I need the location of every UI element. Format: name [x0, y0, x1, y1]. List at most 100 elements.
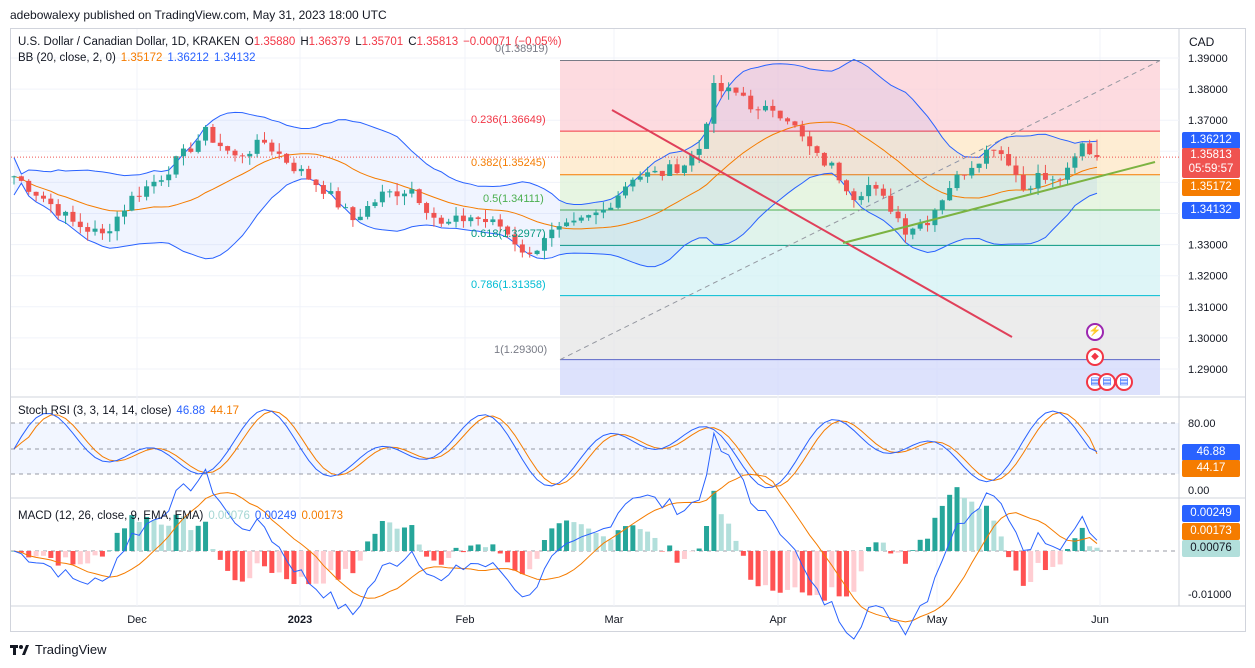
- macd-hist-bar: [158, 524, 164, 551]
- time-tick-label: Feb: [456, 614, 475, 626]
- stoch-band-fill: [11, 423, 1179, 474]
- candle-body: [1028, 188, 1034, 190]
- candle-body: [762, 105, 768, 111]
- bb-label: BB (20, close, 2, 0): [18, 52, 116, 64]
- macd-hist-bar: [460, 551, 466, 553]
- time-tick-label: Dec: [127, 614, 147, 626]
- macd-hist-bar: [239, 551, 245, 582]
- macd-hist-bar: [107, 550, 113, 552]
- macd-hist-bar: [667, 545, 673, 551]
- candle-body: [298, 168, 304, 172]
- canada-flag-icon[interactable]: ◆: [1086, 348, 1104, 366]
- candle-body: [527, 252, 533, 255]
- candle-body: [969, 167, 975, 176]
- macd-hist-bar: [188, 530, 194, 551]
- macd-signal-line: [13, 473, 1098, 623]
- price-tick-label: 1.29000: [1188, 364, 1228, 376]
- macd-hist-bar: [902, 551, 908, 564]
- macd-hist-bar: [586, 528, 592, 551]
- macd-hist-bar: [77, 551, 83, 565]
- macd-hist-bar: [593, 532, 599, 551]
- candle-body: [821, 152, 827, 166]
- candle-body: [600, 209, 606, 213]
- macd-hist-bar: [917, 539, 923, 551]
- macd-hist-bar: [254, 551, 260, 564]
- candle-body: [328, 191, 334, 194]
- macd-hist-bar: [497, 551, 503, 554]
- macd-hist-bar: [55, 551, 61, 566]
- macd-hist-bar: [983, 505, 989, 551]
- macd-hist-bar: [726, 523, 732, 551]
- candle-body: [1020, 174, 1026, 190]
- last-price: 1.35813: [1190, 149, 1232, 161]
- candle-body: [48, 198, 54, 205]
- macd-hist-bar: [306, 551, 312, 585]
- macd-hist-bar: [652, 537, 658, 551]
- macd-hist-bar: [438, 551, 444, 565]
- candle-body: [475, 217, 481, 219]
- macd-hist-bar: [615, 530, 621, 551]
- macd-hist-bar: [844, 551, 850, 597]
- candle-body: [483, 218, 489, 223]
- time-tick-label: Mar: [605, 614, 624, 626]
- low-value: 1.35701: [361, 36, 404, 48]
- candle-body: [1087, 143, 1093, 155]
- macd-hist-bar: [203, 521, 209, 551]
- bar-countdown: 05:59:57: [1188, 163, 1234, 175]
- candle-body: [99, 228, 105, 234]
- candle-body: [645, 172, 651, 177]
- macd-hist-bar: [372, 533, 378, 551]
- candle-body: [1042, 172, 1048, 180]
- candle-body: [667, 164, 673, 176]
- candle-body: [659, 170, 665, 176]
- stoch-k-value: 46.88: [176, 405, 206, 417]
- macd-tick-label: -0.01000: [1188, 589, 1231, 601]
- macd-hist-bar: [401, 527, 407, 551]
- macd-hist-bar: [659, 551, 665, 552]
- fib-zone: [560, 245, 1160, 296]
- candle-body: [556, 226, 562, 230]
- macd-hist-bar: [217, 551, 223, 560]
- macd-hist-bar: [630, 525, 636, 551]
- candle-body: [92, 228, 98, 232]
- candle-body: [674, 164, 680, 173]
- price-tick-label: 1.33000: [1188, 240, 1228, 252]
- candle-body: [910, 228, 916, 235]
- candle-body: [1094, 155, 1100, 158]
- us-flag-icon-3[interactable]: ▤: [1115, 373, 1133, 391]
- footer-brand[interactable]: TradingView: [10, 642, 107, 657]
- candle-body: [807, 136, 813, 147]
- time-tick-label: May: [927, 614, 948, 626]
- macd-signal-value: 0.00173: [301, 510, 344, 522]
- symbol-legend: U.S. Dollar / Canadian Dollar, 1D, KRAKE…: [18, 36, 567, 48]
- open-value: 1.35880: [253, 36, 296, 48]
- candle-body: [55, 204, 61, 216]
- candle-body: [711, 82, 717, 124]
- macd-hist-bar: [969, 501, 975, 551]
- candle-body: [490, 219, 496, 223]
- candle-body: [578, 217, 584, 221]
- candle-body: [925, 222, 931, 226]
- candle-body: [343, 207, 349, 209]
- candle-body: [122, 210, 128, 217]
- macd-hist-bar: [453, 547, 459, 551]
- bb-basis-badge: 1.35172: [1182, 179, 1240, 196]
- candle-body: [652, 170, 658, 173]
- macd-hist-bar: [976, 508, 982, 551]
- macd-hist-bar: [689, 551, 695, 552]
- candle-body: [232, 150, 238, 156]
- candle-body: [704, 123, 710, 149]
- macd-hist-bar: [144, 516, 150, 551]
- macd-hist-bar: [925, 538, 931, 551]
- candle-body: [11, 176, 17, 178]
- macd-hist-bar: [446, 551, 452, 559]
- candle-body: [180, 148, 186, 157]
- macd-hist-bar: [873, 542, 879, 551]
- lightning-icon[interactable]: ⚡: [1086, 323, 1104, 341]
- us-flag-icon-2[interactable]: ▤: [1098, 373, 1116, 391]
- candle-body: [689, 154, 695, 166]
- macd-hist-bar: [519, 551, 525, 575]
- candle-body: [785, 118, 791, 122]
- candle-body: [748, 95, 754, 110]
